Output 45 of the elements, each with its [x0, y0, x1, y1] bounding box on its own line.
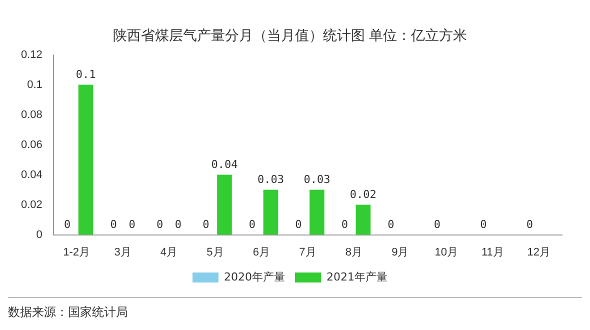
data-label: 0.04: [211, 158, 238, 172]
x-tick-label: 4月: [160, 246, 178, 258]
data-label: 0: [526, 218, 533, 232]
x-tick-label: 1-2月: [63, 246, 90, 258]
data-label: 0: [248, 218, 256, 232]
legend-label: 2021年产量: [326, 270, 388, 284]
bar: [217, 174, 232, 235]
chart-title: 陕西省煤层气产量分月（当月值）统计图 单位：亿立方米: [112, 28, 468, 44]
data-label: 0: [156, 218, 164, 232]
x-tick-label: 10月: [434, 246, 458, 258]
data-label: 0: [295, 218, 302, 232]
x-tick-label: 6月: [252, 246, 270, 258]
data-label: 0.03: [257, 173, 284, 186]
data-label: 0.02: [350, 188, 376, 202]
y-tick-label: 0.08: [20, 108, 42, 121]
bar: [78, 84, 94, 235]
x-tick-label: 5月: [206, 246, 224, 258]
x-tick-label: 12月: [527, 246, 551, 258]
data-label: 0: [202, 218, 210, 232]
legend-label: 2020年产量: [224, 270, 286, 284]
y-tick-label: 0.04: [20, 168, 42, 181]
data-label: 0: [110, 218, 117, 232]
y-tick-label: 0.02: [20, 198, 42, 211]
y-tick-label: 0.06: [20, 138, 42, 151]
data-label: 0: [480, 218, 487, 232]
data-label: 0: [434, 218, 440, 232]
y-tick-label: 0.12: [20, 48, 42, 61]
x-tick-label: 3月: [114, 246, 132, 258]
bar: [310, 190, 324, 235]
x-tick-label: 7月: [299, 246, 316, 258]
data-label: 0: [341, 218, 348, 232]
bar: [263, 190, 278, 235]
data-label: 0: [128, 218, 136, 232]
data-label: 0.03: [304, 173, 330, 186]
data-label: 0: [174, 218, 182, 232]
data-label: 0: [388, 218, 394, 232]
x-tick-label: 9月: [392, 246, 409, 258]
y-tick-label: 0: [36, 228, 42, 241]
x-tick-label: 8月: [345, 246, 363, 258]
data-label: 0.1: [76, 68, 96, 82]
source-note: 数据来源：国家统计局: [8, 305, 128, 319]
data-label: 0: [64, 218, 71, 232]
y-tick-label: 0.1: [27, 78, 42, 91]
bar: [356, 204, 371, 235]
x-tick-label: 11月: [481, 246, 504, 258]
